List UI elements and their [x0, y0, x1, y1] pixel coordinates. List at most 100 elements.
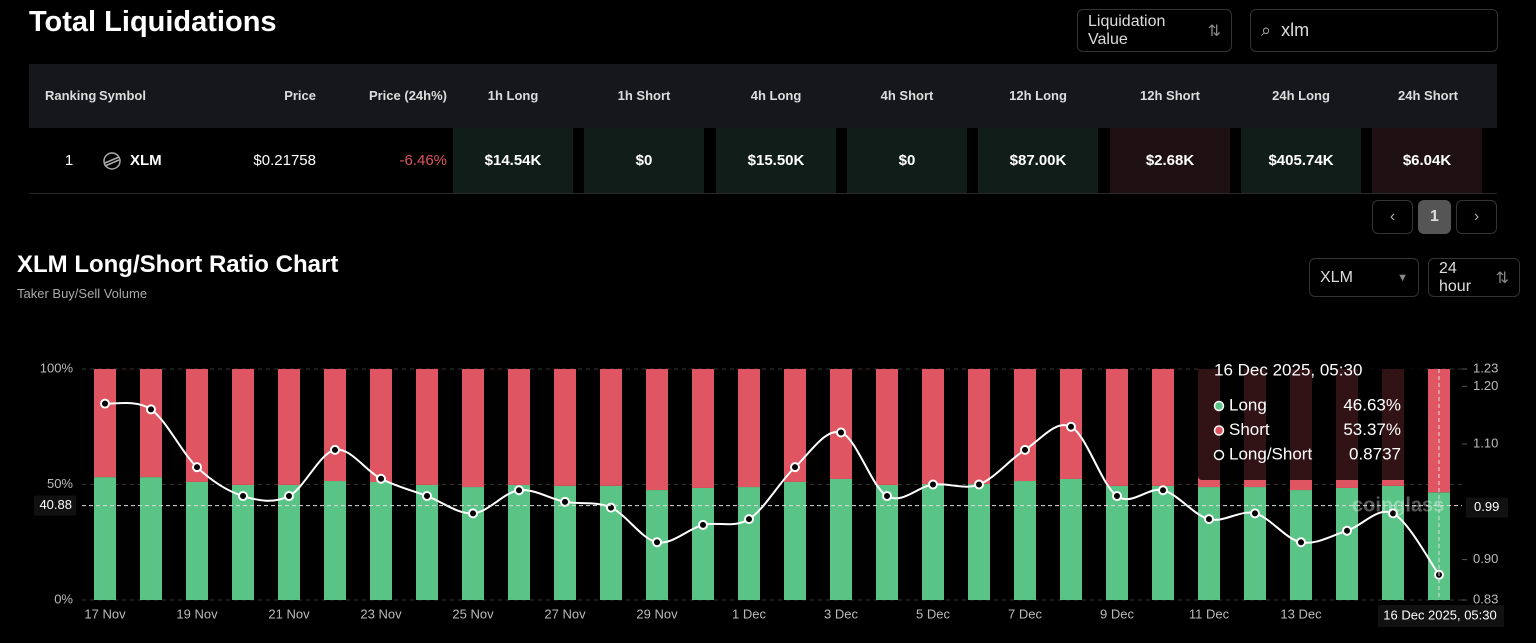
y-tick-label: 0% [54, 591, 73, 606]
bar-segment [232, 484, 254, 600]
ratio-point [928, 479, 938, 490]
column-header[interactable]: 12h Short [1140, 88, 1200, 103]
column-header[interactable]: 24h Short [1398, 88, 1458, 103]
bar-segment [738, 369, 760, 488]
x-tick-label: 3 Dec [824, 606, 858, 621]
column-header[interactable]: 4h Short [880, 88, 934, 103]
liq-cell: $15.50K [716, 128, 836, 193]
column-header[interactable]: 12h Long [1009, 88, 1067, 103]
column-header[interactable]: 24h Long [1272, 88, 1330, 103]
row-border [29, 193, 1497, 194]
legend-name: Short [1229, 420, 1270, 439]
bar-segment [922, 484, 944, 600]
symbol[interactable]: XLM [130, 152, 162, 169]
bar-segment [1198, 487, 1220, 600]
ratio-point [376, 473, 386, 484]
next-page[interactable]: › [1456, 200, 1497, 234]
column-header[interactable]: 1h Short [617, 88, 671, 103]
column-header[interactable]: 1h Long [487, 88, 539, 103]
bar-segment [1244, 487, 1266, 600]
bar-segment [1336, 487, 1358, 600]
price: $0.21758 [253, 152, 316, 169]
tooltip [1198, 352, 1422, 480]
legend-name: Long/Short [1229, 444, 1312, 463]
bar-segment [646, 369, 668, 491]
search-text: xlm [1281, 20, 1310, 40]
x-tick-label: 25 Nov [452, 606, 494, 621]
bar-segment [876, 369, 898, 485]
bar-segment [140, 369, 162, 478]
column-header[interactable]: Price (24h%) [368, 88, 447, 103]
period-select-label: 24 hour [1439, 259, 1472, 295]
ratio-point [1204, 514, 1214, 525]
table-header [29, 64, 1497, 128]
legend-dot [1213, 400, 1225, 412]
bar-segment [416, 369, 438, 485]
liq-cell: $6.04K [1372, 128, 1482, 193]
column-header[interactable]: Price [284, 88, 316, 103]
prev-page[interactable]: ‹ [1372, 200, 1413, 234]
ratio-point [330, 444, 340, 455]
column-header[interactable]: Ranking [45, 88, 97, 103]
symbol-select[interactable]: XLM ▼ [1309, 258, 1419, 297]
metric-select[interactable]: Liquidation Value ⇅ [1077, 9, 1232, 52]
bar-segment [1014, 481, 1036, 600]
bar-segment [1152, 369, 1174, 486]
bar-segment [1106, 485, 1128, 600]
y-tick-label: 50% [47, 476, 73, 491]
search-box[interactable]: ⌕ xlm [1250, 9, 1498, 52]
x-tick-label: 5 Dec [916, 606, 950, 621]
y2-tick-label: 0.83 [1473, 591, 1498, 606]
bar-segment [692, 369, 714, 488]
symbol-select-label: XLM [1320, 268, 1353, 286]
ratio-point [882, 491, 892, 502]
chart-title: XLM Long/Short Ratio Chart [17, 251, 339, 278]
x-tick-label: 11 Dec [1189, 606, 1230, 621]
bar-segment [554, 485, 576, 600]
ratio-point [1020, 444, 1030, 455]
chart-subtitle: Taker Buy/Sell Volume [17, 286, 148, 301]
x-tick-label: 17 Nov [84, 606, 126, 621]
y2-tick-label: 1.10 [1473, 436, 1498, 451]
liq-cell: $0 [847, 128, 967, 193]
tooltip-title: 16 Dec 2025, 05:30 [1214, 360, 1362, 379]
legend-name: Long [1229, 395, 1267, 414]
bar-segment [784, 369, 806, 482]
bar-segment [830, 478, 852, 600]
bar-segment [278, 484, 300, 600]
bar-segment [370, 369, 392, 482]
bar-segment [600, 369, 622, 486]
bar-segment [600, 485, 622, 600]
bar-segment [462, 487, 484, 600]
x-tick-label: 27 Nov [544, 606, 586, 621]
bar-segment [1106, 369, 1128, 486]
y-tick-label: 100% [40, 360, 74, 375]
bar-segment [692, 487, 714, 600]
ratio-point [514, 485, 524, 496]
x-tick-label: 13 Dec [1280, 606, 1322, 621]
ratio-point [1112, 491, 1122, 502]
tooltip-value: 53.37% [1343, 420, 1401, 439]
crosshair-x-label: 16 Dec 2025, 05:30 [1383, 607, 1496, 622]
ratio-point [698, 519, 708, 530]
period-select[interactable]: 24 hour ⇅ [1428, 258, 1520, 297]
bar-segment [968, 484, 990, 600]
bar-segment [1060, 478, 1082, 600]
x-tick-label: 23 Nov [360, 606, 402, 621]
price-change: -6.46% [399, 152, 447, 169]
x-tick-label: 1 Dec [732, 606, 766, 621]
bar-segment [186, 481, 208, 600]
bar-segment [1382, 485, 1404, 600]
coin-icon [103, 152, 121, 170]
ratio-point [652, 537, 662, 548]
x-tick-label: 29 Nov [636, 606, 678, 621]
liq-cell: $405.74K [1241, 128, 1361, 193]
column-header[interactable]: Symbol [99, 88, 146, 103]
ratio-point [606, 502, 616, 513]
page-button[interactable]: 1 [1418, 200, 1451, 234]
bar-segment [830, 369, 852, 479]
ratio-point [790, 462, 800, 473]
bar-segment [738, 487, 760, 600]
bar-segment [370, 481, 392, 600]
column-header[interactable]: 4h Long [750, 88, 802, 103]
